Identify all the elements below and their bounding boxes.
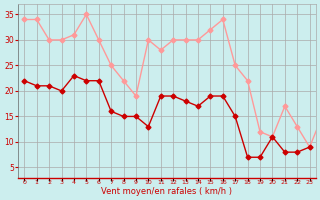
X-axis label: Vent moyen/en rafales ( km/h ): Vent moyen/en rafales ( km/h ): [101, 187, 232, 196]
